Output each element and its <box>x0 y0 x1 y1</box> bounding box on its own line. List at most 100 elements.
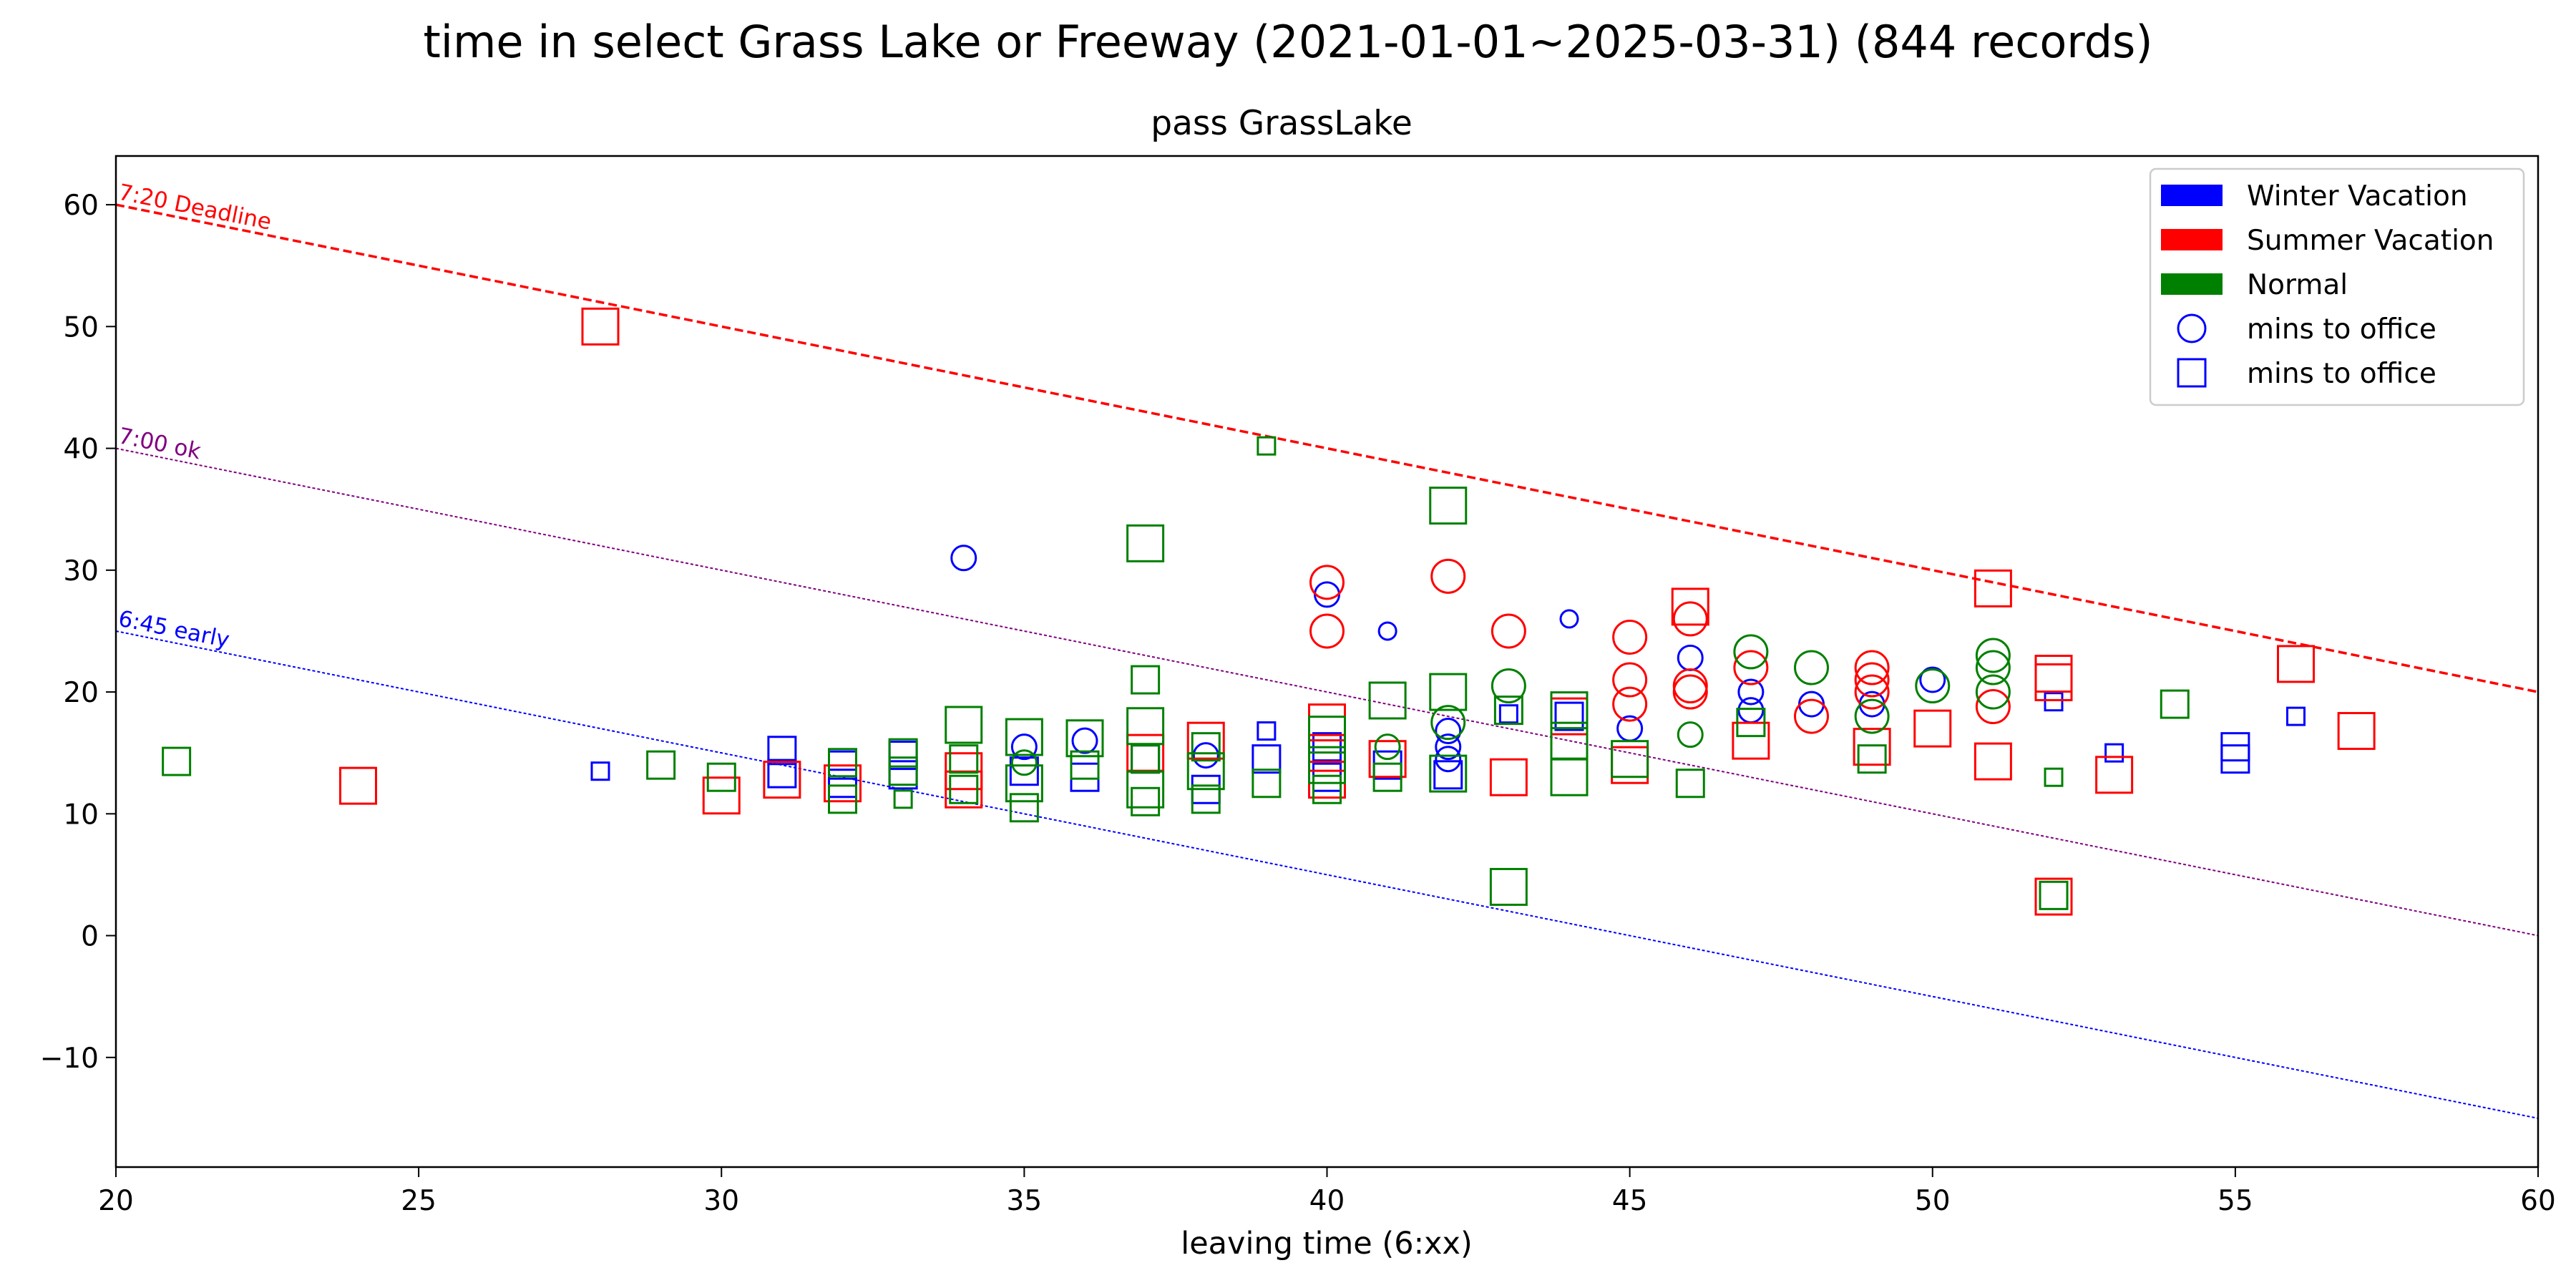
y-tick-label: −10 <box>40 1043 99 1075</box>
data-point-square <box>646 750 676 780</box>
data-point-circle <box>1975 638 2011 673</box>
data-point-square <box>2095 756 2134 794</box>
data-point-circle <box>1435 746 1462 773</box>
data-point-circle <box>1377 621 1397 641</box>
data-point-square <box>1974 742 2012 781</box>
data-point-circle <box>1672 668 1708 704</box>
data-point-square <box>1554 701 1584 731</box>
data-point-square <box>828 769 857 799</box>
data-point-circle <box>1612 686 1648 722</box>
data-point-square <box>1498 704 1518 724</box>
data-point-square <box>1493 696 1523 726</box>
data-point-circle <box>1733 650 1769 686</box>
data-point-circle <box>1374 733 1401 761</box>
data-point-circle <box>1071 727 1098 754</box>
data-point-circle <box>1915 668 1951 704</box>
data-point-square <box>888 738 918 768</box>
data-point-square <box>1186 721 1225 760</box>
data-point-square <box>1732 721 1770 760</box>
data-point-square <box>1611 740 1649 779</box>
data-point-circle <box>1010 749 1038 776</box>
data-point-square <box>2160 689 2190 719</box>
data-point-circle <box>1975 674 2011 710</box>
data-point-square <box>162 746 192 776</box>
data-point-square <box>949 774 979 804</box>
legend-label: mins to office <box>2247 313 2436 346</box>
legend-label: Normal <box>2247 269 2348 301</box>
legend-swatch <box>2161 273 2223 295</box>
data-point-square <box>1372 762 1402 792</box>
data-point-square <box>1186 752 1225 791</box>
y-axis-ticks: −10 0 10 20 30 40 50 60 <box>40 190 116 1075</box>
legend-swatch <box>2161 229 2223 250</box>
y-tick-label: 50 <box>63 311 99 343</box>
data-point-square <box>1257 436 1277 456</box>
data-point-square <box>2034 877 2073 916</box>
y-tick-label: 60 <box>63 190 99 222</box>
data-point-square <box>1126 770 1165 809</box>
data-point-square <box>945 706 983 744</box>
x-axis-ticks: 20 25 30 35 40 45 50 55 60 <box>98 1167 2556 1217</box>
data-point-square <box>1312 774 1342 804</box>
data-point-circle <box>1612 619 1648 655</box>
data-point-circle <box>1975 650 2011 686</box>
data-point-square <box>824 764 862 803</box>
data-point-square <box>1009 793 1039 823</box>
data-point-square <box>2104 743 2124 763</box>
y-tick-label: 30 <box>63 555 99 587</box>
data-point-square <box>2277 645 2315 683</box>
data-point-square <box>893 789 913 809</box>
x-axis-label: leaving time (6:xx) <box>1181 1226 1472 1262</box>
x-tick-label: 25 <box>401 1185 436 1217</box>
data-point-circle <box>1677 721 1704 748</box>
y-tick-label: 20 <box>63 677 99 709</box>
data-point-square <box>1736 708 1766 738</box>
data-point-circle <box>1612 662 1648 698</box>
data-point-square <box>2034 663 2073 701</box>
data-point-square <box>1191 732 1221 762</box>
data-point-circle <box>1854 650 1890 686</box>
legend-swatch <box>2161 185 2223 206</box>
data-point-square <box>1974 569 2012 608</box>
data-point-square <box>2044 767 2064 787</box>
data-point-square <box>1252 744 1282 774</box>
data-point-square <box>1429 673 1468 711</box>
legend-label: Summer Vacation <box>2247 225 2494 257</box>
data-point-circle <box>1491 613 1526 649</box>
data-point-square <box>1433 760 1463 790</box>
data-point-square <box>1368 681 1407 720</box>
data-point-circle <box>1794 698 1829 734</box>
data-point-square <box>763 761 801 799</box>
data-point-square <box>339 766 377 805</box>
data-point-square <box>1308 746 1346 784</box>
x-tick-label: 60 <box>2520 1185 2556 1217</box>
data-point-circle <box>1672 601 1708 637</box>
legend-label: mins to office <box>2247 358 2436 390</box>
data-point-square <box>706 762 736 792</box>
legend-square-marker <box>2177 358 2207 388</box>
x-tick-label: 30 <box>703 1185 739 1217</box>
data-point-circle <box>1309 565 1345 600</box>
data-point-circle <box>1430 558 1466 594</box>
data-point-square <box>1005 718 1043 756</box>
data-point-square <box>2044 692 2064 712</box>
reference-lines <box>116 203 2538 1119</box>
data-point-circle <box>950 545 977 572</box>
data-point-circle <box>1854 674 1890 710</box>
chart-suptitle: time in select Grass Lake or Freeway (20… <box>423 16 2152 68</box>
data-point-square <box>1857 744 1887 774</box>
data-point-square <box>1126 707 1165 746</box>
data-point-square <box>888 756 918 786</box>
data-point-circle <box>1435 718 1462 745</box>
data-point-square <box>2337 712 2376 751</box>
data-point-circle <box>1737 678 1765 706</box>
data-point-square <box>1126 524 1165 562</box>
data-point-circle <box>1192 742 1219 769</box>
data-point-square <box>1429 754 1468 793</box>
data-point-square <box>2039 880 2069 910</box>
legend-label: Winter Vacation <box>2247 180 2468 213</box>
data-point-circle <box>1559 609 1579 629</box>
y-tick-label: 0 <box>81 921 99 953</box>
